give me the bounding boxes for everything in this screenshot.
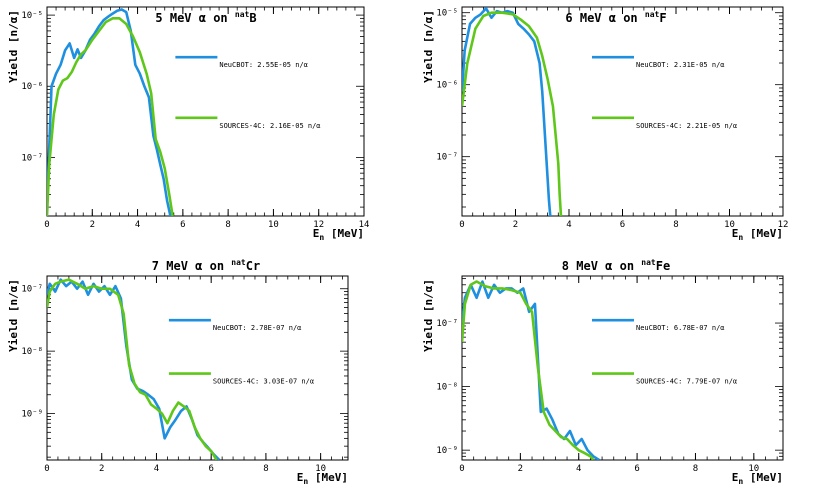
x-tick-label: 10 — [748, 464, 759, 474]
x-tick-label: 12 — [313, 220, 324, 230]
y-tick-label: 10⁻⁶ — [21, 82, 43, 92]
series-line-neucbot — [47, 8, 172, 216]
series-line-neucbot — [47, 278, 221, 460]
y-tick-label: 10⁻⁷ — [21, 285, 43, 295]
series-line-neucbot — [462, 7, 552, 216]
x-tick-label: 8 — [673, 220, 678, 230]
y-tick-label: 10⁻⁸ — [436, 383, 458, 393]
plot-frame — [46, 275, 349, 461]
series-line-neucbot — [462, 280, 600, 460]
chart-panel-4: 8 MeV α on natFe 0 2 4 6 8 10 10⁻⁹ 10⁻⁸ 10⁻⁷ En [M… — [422, 258, 784, 486]
y-tick-label: 10⁻⁷ — [436, 153, 458, 163]
x-tick-label: 10 — [315, 464, 326, 474]
x-tick-label: 2 — [99, 464, 104, 474]
y-axis-label: Yield [n/α] — [422, 279, 435, 352]
chart-title: 7 MeV α on natCr — [152, 258, 260, 273]
y-tick-label: 10⁻⁷ — [436, 319, 458, 329]
plot-frame — [461, 275, 784, 461]
y-axis-label: Yield [n/α] — [422, 10, 435, 83]
y-tick-label: 10⁻⁵ — [436, 9, 458, 19]
x-tick-label: 8 — [263, 464, 268, 474]
x-tick-label: 12 — [778, 220, 789, 230]
x-axis-label: En [MeV] — [732, 227, 783, 242]
plot-frame — [46, 6, 365, 217]
y-axis-label: Yield [n/α] — [7, 279, 20, 352]
legend-label: SOURCES-4C: 2.16E-05 n/α — [219, 122, 320, 130]
legend-label: SOURCES-4C: 3.03E-07 n/α — [213, 378, 314, 386]
x-tick-label: 6 — [208, 464, 213, 474]
legend-label: SOURCES-4C: 7.79E-07 n/α — [636, 378, 737, 386]
x-tick-label: 10 — [724, 220, 735, 230]
x-tick-label: 6 — [620, 220, 625, 230]
x-tick-label: 0 — [459, 464, 464, 474]
y-tick-label: 10⁻⁸ — [21, 347, 43, 357]
series-line-sources-4c — [47, 17, 174, 216]
chart-title: 6 MeV α on natF — [565, 10, 666, 25]
x-tick-label: 2 — [90, 220, 95, 230]
y-axis-label: Yield [n/α] — [7, 10, 20, 83]
legend-label: NeuCBOT: 2.55E-05 n/α — [219, 61, 308, 69]
x-tick-label: 14 — [359, 220, 370, 230]
y-tick-label: 10⁻⁶ — [436, 81, 458, 91]
x-tick-label: 4 — [576, 464, 581, 474]
legend-label: NeuCBOT: 6.78E-07 n/α — [636, 324, 725, 332]
chart-panel-3: 7 MeV α on natCr 0 2 4 6 8 10 10⁻⁹ 10⁻⁸ 10⁻⁷ En [M… — [7, 258, 349, 486]
legend-label: NeuCBOT: 2.31E-05 n/α — [636, 61, 725, 69]
y-tick-label: 10⁻⁷ — [21, 153, 43, 163]
x-tick-label: 0 — [44, 464, 49, 474]
chart-panel-2: 6 MeV α on natF 0 2 4 6 8 10 12 10⁻⁷ 10⁻⁶ 10⁻⁵ En [… — [422, 6, 789, 242]
series-line-sources-4c — [462, 280, 595, 460]
chart-panel-1: 5 MeV α on natB 0 2 4 6 8 10 12 14 10⁻⁷ 10⁻⁶ 10⁻⁵ En… — [7, 6, 370, 242]
x-tick-label: 4 — [566, 220, 571, 230]
x-axis-label: En [MeV] — [732, 471, 783, 486]
x-tick-label: 10 — [268, 220, 279, 230]
x-tick-label: 6 — [634, 464, 639, 474]
x-tick-label: 0 — [459, 220, 464, 230]
series-line-sources-4c — [47, 278, 218, 460]
x-tick-label: 4 — [154, 464, 159, 474]
chart-title: 8 MeV α on natFe — [562, 258, 670, 273]
legend-label: SOURCES-4C: 2.21E-05 n/α — [636, 122, 737, 130]
x-axis-label: En [MeV] — [297, 471, 348, 486]
x-tick-label: 8 — [693, 464, 698, 474]
plot-frame — [461, 6, 784, 217]
x-tick-label: 0 — [44, 220, 49, 230]
x-tick-label: 8 — [225, 220, 230, 230]
x-tick-label: 4 — [135, 220, 140, 230]
x-tick-label: 2 — [518, 464, 523, 474]
y-tick-label: 10⁻⁹ — [21, 410, 43, 420]
y-tick-label: 10⁻⁹ — [436, 446, 458, 456]
series-line-sources-4c — [462, 11, 563, 216]
x-axis-label: En [MeV] — [313, 227, 364, 242]
x-tick-label: 6 — [180, 220, 185, 230]
y-tick-label: 10⁻⁵ — [21, 11, 43, 21]
x-tick-label: 2 — [513, 220, 518, 230]
legend-label: NeuCBOT: 2.78E-07 n/α — [213, 324, 302, 332]
chart-title: 5 MeV α on natB — [155, 10, 256, 25]
